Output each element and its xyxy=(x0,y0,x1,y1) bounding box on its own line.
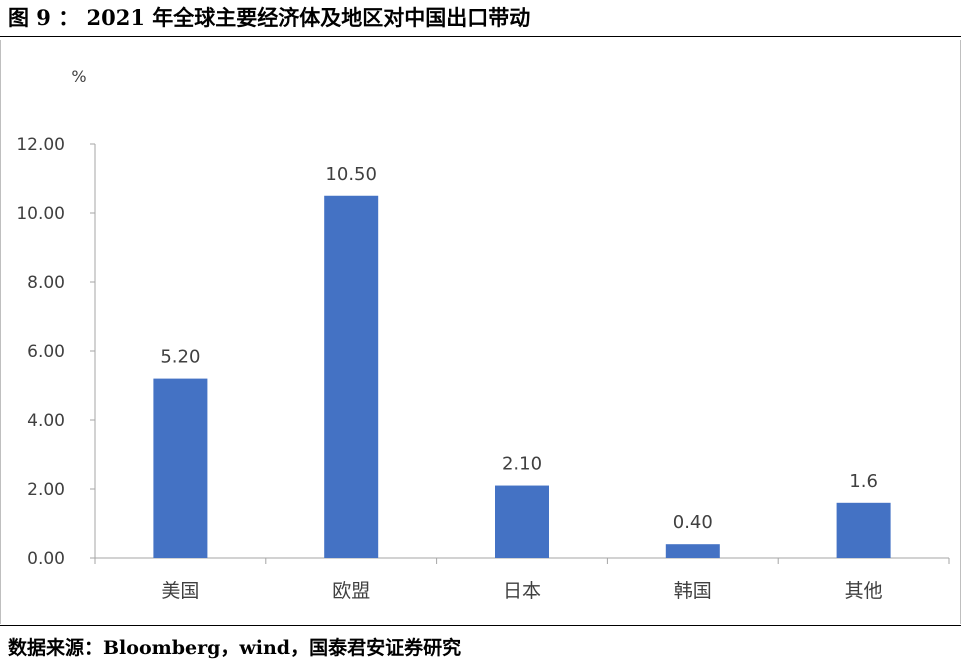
y-axis-unit: % xyxy=(71,67,86,86)
category-label: 韩国 xyxy=(674,580,712,602)
y-tick-label: 6.00 xyxy=(27,342,65,362)
category-label: 美国 xyxy=(161,580,199,602)
y-tick-label: 4.00 xyxy=(27,411,65,431)
data-labels: 5.20 10.50 2.10 0.40 1.6 xyxy=(160,164,878,533)
source-rule xyxy=(0,625,961,626)
data-label: 2.10 xyxy=(502,454,542,475)
data-label: 5.20 xyxy=(160,347,200,368)
figure-title: 图 9 ： 2021 年全球主要经济体及地区对中国出口带动 xyxy=(8,5,531,30)
category-labels: 美国 欧盟 日本 韩国 其他 xyxy=(161,580,882,602)
source-note: 数据来源：Bloomberg，wind，国泰君安证券研究 xyxy=(8,637,462,659)
x-axis xyxy=(94,557,950,564)
chart-frame: % 0.00 2.00 4.00 6.00 8.00 10.00 12.00 5.20 10.… xyxy=(0,40,961,624)
category-label: 欧盟 xyxy=(332,580,370,602)
bar xyxy=(836,502,891,558)
title-rule xyxy=(0,36,961,37)
y-axis: 0.00 2.00 4.00 6.00 8.00 10.00 12.00 xyxy=(16,135,96,569)
bars xyxy=(153,195,891,558)
category-label: 日本 xyxy=(503,580,541,602)
data-label: 1.6 xyxy=(849,471,878,492)
data-label: 10.50 xyxy=(325,164,377,185)
y-tick-label: 8.00 xyxy=(27,273,65,293)
data-label: 0.40 xyxy=(673,512,713,533)
bar xyxy=(153,378,208,558)
bar-chart: % 0.00 2.00 4.00 6.00 8.00 10.00 12.00 5.20 10.… xyxy=(16,67,950,602)
y-tick-label: 0.00 xyxy=(27,549,65,569)
bar xyxy=(665,544,720,558)
bar xyxy=(324,195,379,558)
category-label: 其他 xyxy=(845,580,883,602)
y-tick-label: 10.00 xyxy=(16,204,65,224)
y-tick-label: 2.00 xyxy=(27,480,65,500)
y-tick-label: 12.00 xyxy=(16,135,65,155)
bar xyxy=(495,485,549,558)
